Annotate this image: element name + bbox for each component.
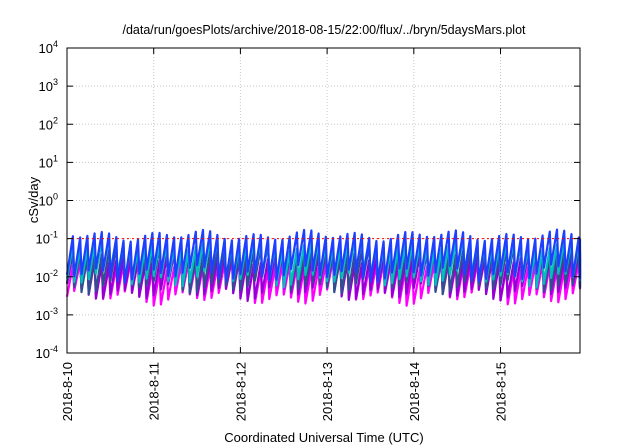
y-tick-label: 103 [39,77,58,94]
series-line [65,228,582,284]
chart-title: /data/run/goesPlots/archive/2018-08-15/2… [122,23,526,37]
y-tick-label: 101 [39,153,58,170]
y-tick-label: 10-2 [36,268,58,285]
y-axis: 10-4 10-3 10-2 10-1 100 101 102 103 104 [36,39,580,361]
x-tick-label: 2018-8-15 [494,362,509,421]
x-tick-label: 2018-8-12 [233,362,248,421]
x-axis-label: Coordinated Universal Time (UTC) [224,430,423,445]
y-tick-label: 10-3 [36,306,58,323]
x-tick-label: 2018-8-11 [147,362,162,420]
series-layer [65,228,582,307]
x-tick-label: 2018-8-10 [60,362,75,421]
y-tick-label: 102 [39,115,58,132]
x-axis: 2018-8-10 2018-8-11 2018-8-12 2018-8-13 2018… [60,48,509,421]
y-tick-label: 10-1 [36,230,58,247]
x-tick-label: 2018-8-14 [407,362,422,421]
x-tick-label: 2018-8-13 [320,362,335,421]
y-axis-label: cSv/day [26,176,41,223]
y-tick-label: 10-4 [36,344,58,361]
y-tick-label: 104 [39,39,58,56]
y-tick-label: 100 [39,192,58,209]
